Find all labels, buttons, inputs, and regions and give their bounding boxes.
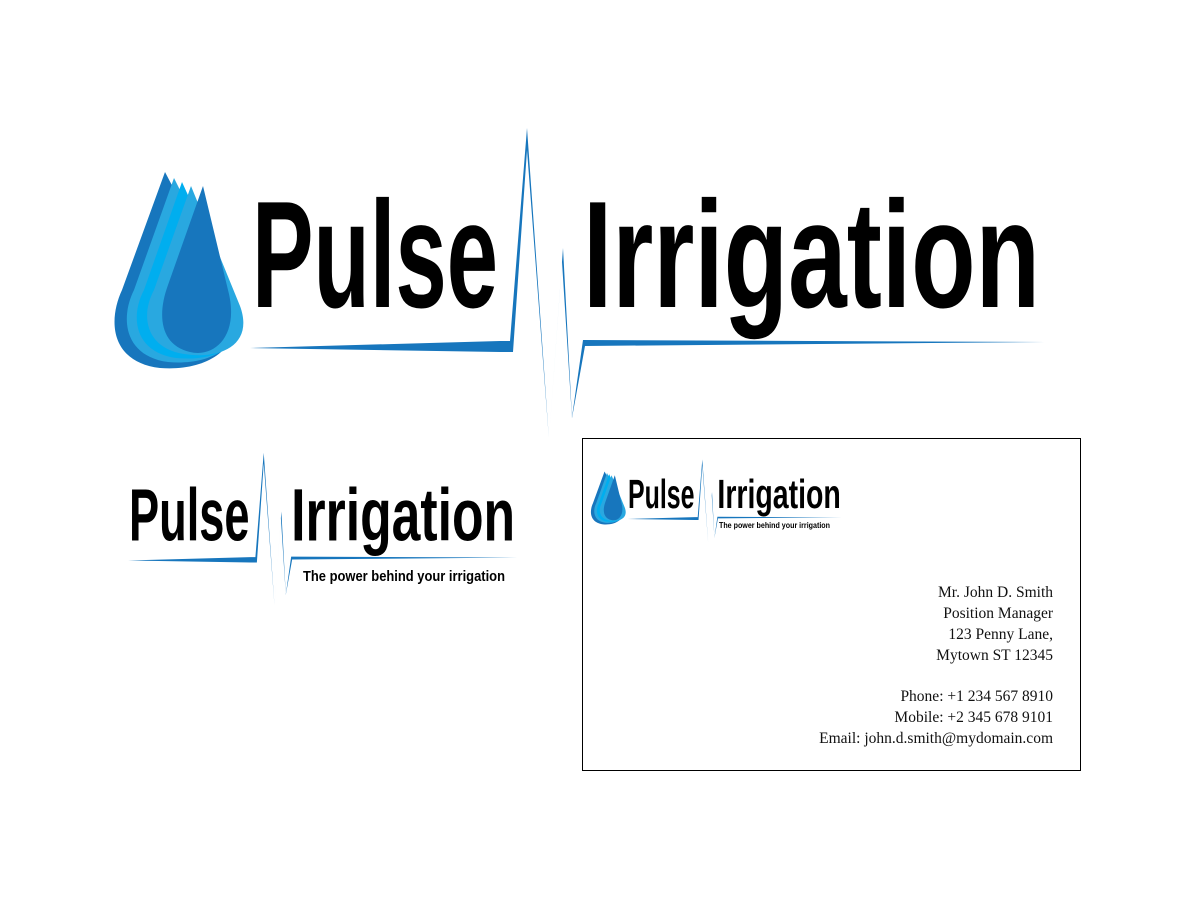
address-line-1: 123 Penny Lane, [948, 626, 1053, 643]
card-logo: Pulse Irrigation The power behind your i… [590, 459, 843, 544]
brand-name-pulse: Pulse [628, 471, 694, 517]
address-line-2: Mytown ST 12345 [936, 647, 1053, 664]
secondary-logo: Pulse Irrigation The power behind your i… [128, 452, 518, 606]
contact-position: Position Manager [943, 605, 1053, 622]
main-logo: Pulse Irrigation [114, 128, 1045, 440]
card-tagline: The power behind your irrigation [719, 521, 830, 530]
brand-name-irrigation: Irrigation [717, 471, 840, 517]
brand-name-pulse: Pulse [129, 473, 250, 556]
email: Email: john.d.smith@mydomain.com [819, 730, 1053, 747]
spacer [819, 666, 1053, 686]
brand-name-pulse: Pulse [252, 170, 498, 340]
contact-details: Mr. John D. Smith Position Manager 123 P… [819, 582, 1053, 749]
water-drop-icon [114, 172, 244, 369]
business-card: Mr. John D. Smith Position Manager 123 P… [582, 438, 1081, 771]
brand-name-irrigation: Irrigation [291, 473, 515, 556]
mobile: Mobile: +2 345 678 9101 [894, 709, 1053, 726]
tagline: The power behind your irrigation [303, 568, 505, 585]
brand-name-irrigation: Irrigation [583, 170, 1040, 340]
contact-name: Mr. John D. Smith [938, 584, 1053, 601]
phone: Phone: +1 234 567 8910 [900, 688, 1053, 705]
